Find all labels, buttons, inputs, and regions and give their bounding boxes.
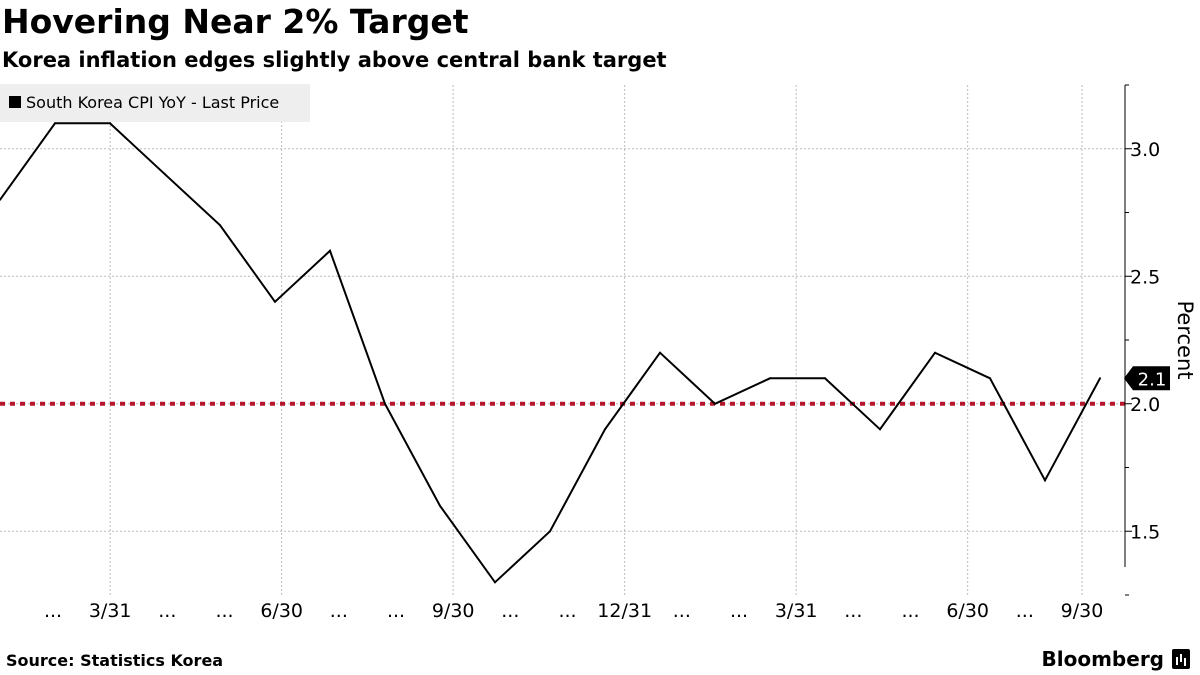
y-tick-label: 1.5 [1130,521,1160,543]
data-point [659,351,661,354]
data-point [769,377,771,380]
chart-title: Hovering Near 2% Target [2,2,469,41]
x-tick-label: 3/31 [89,600,132,622]
y-tick-labels: 1.5 2.0 2.5 3.0 [1130,139,1160,544]
brand-name: Bloomberg [1041,647,1164,671]
data-point [384,402,386,405]
x-tick-labels: ... 3/31...... 6/30...... 9/30...... 12/31..… [44,600,1103,622]
legend-box [0,84,310,122]
x-tick-label: ... [44,600,62,622]
data-point [934,351,936,354]
data-point [439,504,441,507]
x-tick-label: ... [844,600,862,622]
data-points [0,122,1101,584]
data-point [329,249,331,252]
last-value-label: 2.1 [1138,369,1167,390]
legend-swatch [9,96,21,108]
x-tick-label: ... [501,600,519,622]
data-point [109,122,111,125]
x-tick-label: ... [558,600,576,622]
x-tick-label: 12/31 [597,600,652,622]
y-tick-label: 3.0 [1130,139,1160,161]
data-point [714,402,716,405]
last-value-badge: 2.1 [1124,366,1170,391]
data-point [54,122,56,125]
x-tick-label: ... [730,600,748,622]
last-value-badge-shape [1124,366,1170,391]
data-point [1044,479,1046,482]
y-axis-label: Percent [1173,300,1197,379]
brand-logo: Bloomberg [1042,647,1190,671]
x-tick-label: ... [901,600,919,622]
data-point [164,173,166,176]
data-point [879,428,881,431]
source-note: Source: Statistics Korea [6,651,224,670]
data-point [824,377,826,380]
data-point [219,224,221,227]
data-point [989,377,991,380]
x-tick-label: ... [673,600,691,622]
data-point [549,530,551,533]
y-tick-marks [1125,84,1132,596]
grid-lines [0,85,1125,595]
data-point [274,300,276,303]
legend-entry: South Korea CPI YoY - Last Price [26,93,279,112]
data-point [0,198,1,201]
x-tick-label: 6/30 [260,600,303,622]
chart-subtitle: Korea inflation edges slightly above cen… [2,48,667,72]
x-tick-label: ... [387,600,405,622]
data-point [1099,377,1101,380]
x-tick-label: ... [1016,600,1034,622]
x-tick-label: ... [330,600,348,622]
data-point [604,428,606,431]
x-tick-label: ... [158,600,176,622]
x-tick-label: 6/30 [946,600,989,622]
line-chart: South Korea CPI YoY - Last Price 1.5 2.0 2… [0,84,1197,622]
x-tick-label: ... [215,600,233,622]
x-tick-label: 3/31 [775,600,818,622]
y-tick-label: 2.0 [1130,394,1160,416]
data-point [494,581,496,584]
y-tick-label: 2.5 [1130,266,1160,288]
x-tick-label: 9/30 [432,600,475,622]
x-tick-label: 9/30 [1061,600,1104,622]
bloomberg-terminal-icon [1172,649,1190,669]
